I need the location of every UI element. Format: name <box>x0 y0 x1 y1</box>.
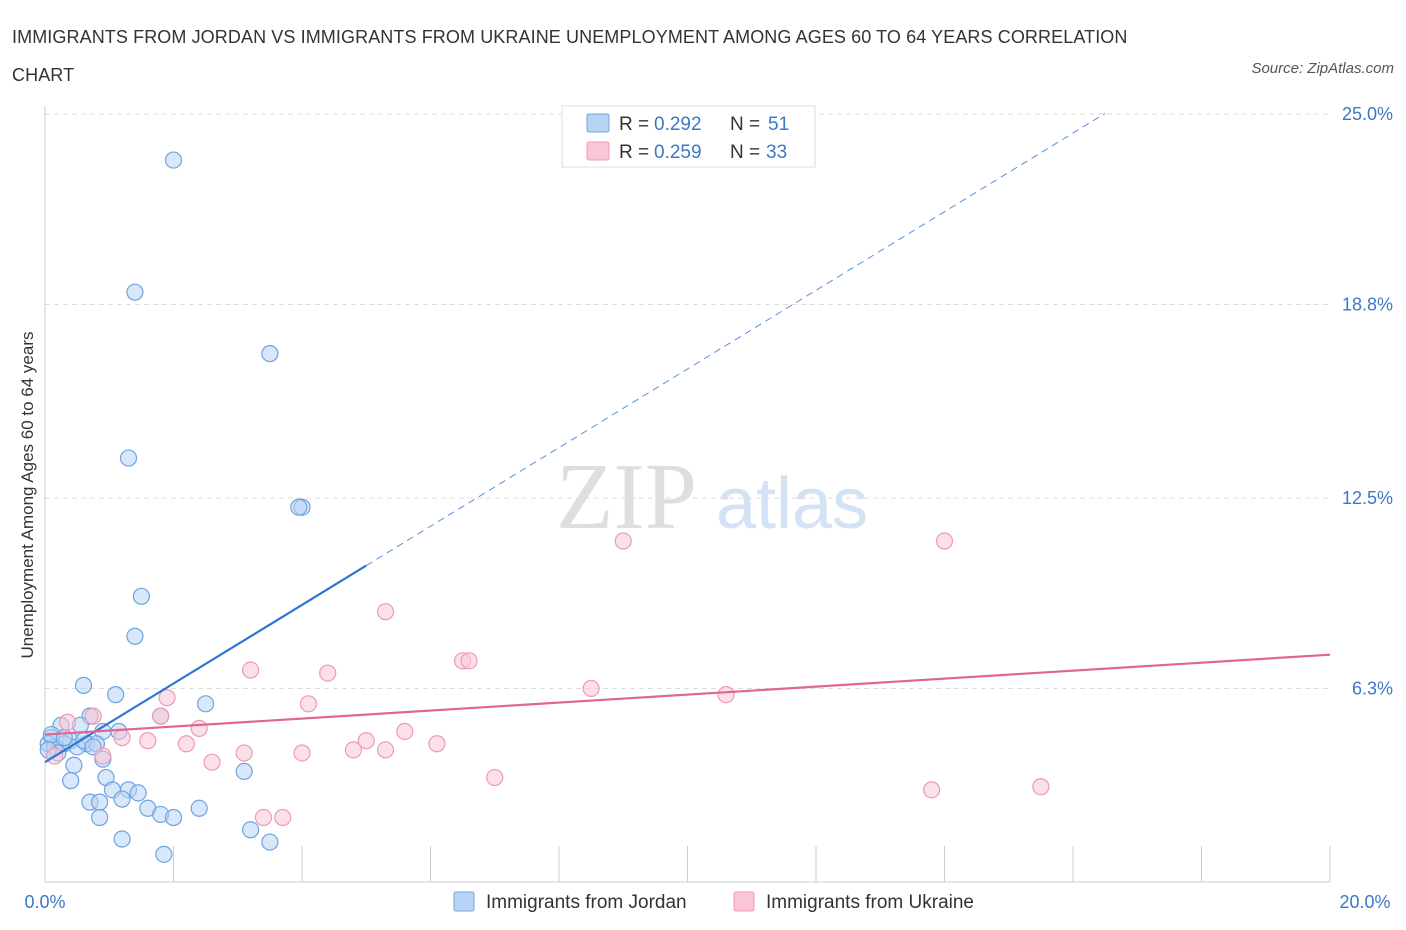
legend-top-swatch-jordan <box>586 113 610 133</box>
point-ukraine-30 <box>923 781 941 799</box>
source-label: Source: ZipAtlas.com <box>1251 60 1394 77</box>
point-ukraine-4 <box>460 652 478 670</box>
watermark-zip: ZIP <box>556 445 697 549</box>
point-jordan-33 <box>129 784 147 802</box>
point-ukraine-5 <box>242 661 260 679</box>
point-ukraine-7 <box>582 679 600 698</box>
point-ukraine-15 <box>396 722 414 741</box>
point-ukraine-22 <box>376 741 395 759</box>
trend-lines <box>365 112 1106 567</box>
point-jordan-42 <box>242 821 260 839</box>
point-jordan-10 <box>197 695 215 713</box>
point-ukraine-6 <box>319 664 337 682</box>
watermark: ZIP atlas <box>556 445 868 549</box>
point-ukraine-20 <box>428 735 446 753</box>
point-ukraine-8 <box>717 686 735 704</box>
point-ukraine-24 <box>293 744 311 762</box>
watermark-atlas: atlas <box>716 464 868 544</box>
legend-bottom-swatch-jordan <box>453 891 475 912</box>
point-jordan-0 <box>164 151 183 169</box>
point-ukraine-29 <box>1032 778 1050 796</box>
point-ukraine-1 <box>935 532 954 550</box>
legend-bottom: Immigrants from Jordan Immigrants from U… <box>453 891 974 913</box>
point-ukraine-0 <box>614 532 632 550</box>
legend-top-r-value-jordan: 0.292 <box>654 114 702 135</box>
point-jordan-45 <box>155 845 173 863</box>
point-jordan-9 <box>107 686 125 704</box>
point-jordan-39 <box>91 808 109 827</box>
point-ukraine-21 <box>344 741 362 759</box>
point-jordan-36 <box>113 790 131 808</box>
x-tick-label-min: 0.0% <box>24 892 65 912</box>
legend-bottom-label-ukraine: Immigrants from Ukraine <box>766 892 974 913</box>
point-ukraine-12 <box>152 707 170 725</box>
point-jordan-44 <box>261 833 279 851</box>
point-ukraine-18 <box>357 732 375 750</box>
legend-top-r-label-ukraine: R = <box>619 142 649 163</box>
point-ukraine-31 <box>274 808 292 827</box>
legend-top-r-label-jordan: R = <box>619 114 649 135</box>
point-jordan-26 <box>65 756 83 774</box>
point-jordan-41 <box>164 808 183 827</box>
legend-top-n-label-jordan: N = <box>730 114 760 135</box>
trend-jordan-extension <box>365 112 1106 567</box>
point-ukraine-28 <box>486 768 504 787</box>
point-ukraine-25 <box>94 747 112 765</box>
point-jordan-38 <box>190 799 208 817</box>
legend-top-n-value-jordan: 51 <box>768 114 789 135</box>
y-tick-label-2: 18.8% <box>1342 294 1393 314</box>
point-ukraine-19 <box>177 735 195 753</box>
point-ukraine-9 <box>158 689 176 707</box>
series-ukraine-points <box>44 532 1331 827</box>
point-jordan-35 <box>91 793 109 811</box>
legend-top-n-label-ukraine: N = <box>730 142 760 163</box>
point-ukraine-11 <box>84 707 102 725</box>
point-jordan-1 <box>126 283 144 301</box>
chart-title: IMMIGRANTS FROM JORDAN VS IMMIGRANTS FRO… <box>12 27 1128 85</box>
point-jordan-2 <box>261 345 279 363</box>
point-jordan-7 <box>126 627 144 645</box>
point-jordan-8 <box>74 676 93 694</box>
point-jordan-28 <box>235 762 253 781</box>
point-ukraine-16 <box>113 729 131 747</box>
legend-bottom-swatch-ukraine <box>733 891 755 912</box>
y-tick-labels: 6.3% 12.5% 18.8% 25.0% <box>1342 104 1393 698</box>
point-ukraine-26 <box>203 753 221 771</box>
legend-top-r-value-ukraine: 0.259 <box>654 142 702 163</box>
point-ukraine-17 <box>139 732 157 750</box>
point-jordan-6 <box>132 587 150 605</box>
y-tick-label-0: 6.3% <box>1352 678 1393 698</box>
point-jordan-30 <box>62 772 80 790</box>
point-jordan-43 <box>113 830 131 848</box>
x-tick-label-max: 20.0% <box>1339 892 1390 912</box>
x-ticks <box>44 846 1331 882</box>
point-ukraine-13 <box>58 713 77 731</box>
y-axis-label: Unemployment Among Ages 60 to 64 years <box>18 332 37 659</box>
point-ukraine-2 <box>376 603 395 621</box>
trend-ukraine <box>44 653 1331 736</box>
point-ukraine-10 <box>299 695 318 713</box>
legend-bottom-label-jordan: Immigrants from Jordan <box>486 892 687 913</box>
y-tick-label-3: 25.0% <box>1342 104 1393 124</box>
gridlines <box>45 113 1330 689</box>
y-tick-label-1: 12.5% <box>1342 488 1393 508</box>
legend-top-n-value-ukraine: 33 <box>766 142 787 163</box>
point-ukraine-32 <box>254 808 273 827</box>
point-ukraine-23 <box>235 744 253 762</box>
trend-jordan <box>44 564 367 764</box>
point-ukraine-14 <box>190 719 208 738</box>
legend-top: R = 0.292 N = 51 R = 0.259 N = 33 <box>561 105 816 168</box>
legend-top-swatch-ukraine <box>586 141 610 161</box>
point-jordan-3 <box>119 449 138 467</box>
point-jordan-5 <box>290 498 308 516</box>
series-jordan-points <box>39 151 311 863</box>
